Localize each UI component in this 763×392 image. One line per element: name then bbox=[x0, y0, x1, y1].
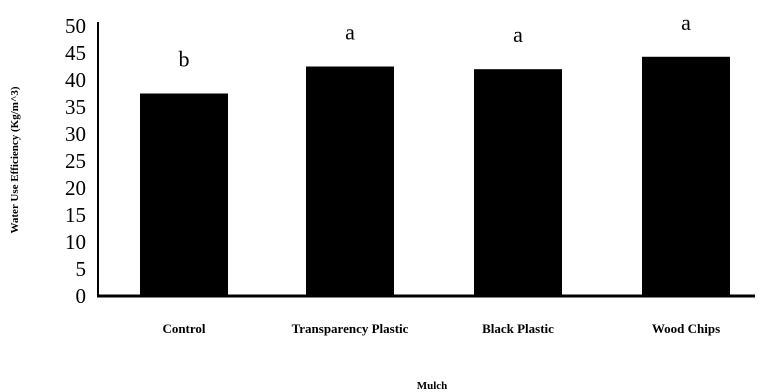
y-axis: 0 5 10 15 20 25 30 35 40 45 50 bbox=[65, 14, 99, 308]
x-category-label: Transparency Plastic bbox=[292, 321, 409, 336]
bar-transparency-plastic bbox=[306, 66, 394, 296]
y-tick-label: 15 bbox=[65, 203, 86, 227]
bar-control bbox=[140, 93, 228, 296]
y-tick-label: 40 bbox=[65, 68, 86, 92]
y-tick-label: 10 bbox=[65, 230, 86, 254]
y-tick-label: 50 bbox=[65, 14, 86, 38]
y-axis-title: Water Use Efficiency (Kg/m^3) bbox=[9, 86, 21, 233]
significance-letter: a bbox=[345, 20, 355, 45]
significance-letter: b bbox=[179, 47, 190, 72]
y-tick-labels: 0 5 10 15 20 25 30 35 40 45 50 bbox=[65, 14, 86, 308]
y-tick-label: 0 bbox=[76, 284, 87, 308]
y-tick-label: 25 bbox=[65, 149, 86, 173]
category-labels: Control Transparency Plastic Black Plastic… bbox=[162, 321, 720, 336]
significance-letter: a bbox=[681, 10, 691, 35]
significance-labels: b a a a bbox=[179, 10, 692, 72]
x-category-label: Black Plastic bbox=[482, 321, 554, 336]
y-tick-label: 30 bbox=[65, 122, 86, 146]
x-category-label: Wood Chips bbox=[652, 321, 720, 336]
y-tick-label: 35 bbox=[65, 95, 86, 119]
bar-black-plastic bbox=[474, 69, 562, 296]
x-category-label: Control bbox=[162, 321, 205, 336]
significance-letter: a bbox=[513, 22, 523, 47]
x-axis-title: Mulch bbox=[417, 380, 448, 392]
y-tick-label: 20 bbox=[65, 176, 86, 200]
y-tick-label: 5 bbox=[76, 257, 87, 281]
y-tick-label: 45 bbox=[65, 41, 86, 65]
bars bbox=[140, 56, 730, 296]
bar-wood-chips bbox=[642, 56, 730, 296]
